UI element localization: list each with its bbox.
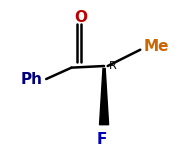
Text: Me: Me	[144, 39, 169, 54]
Text: Ph: Ph	[21, 72, 43, 87]
Text: F: F	[97, 132, 108, 147]
Text: O: O	[74, 10, 87, 25]
Text: R: R	[109, 61, 116, 71]
Polygon shape	[100, 68, 109, 125]
